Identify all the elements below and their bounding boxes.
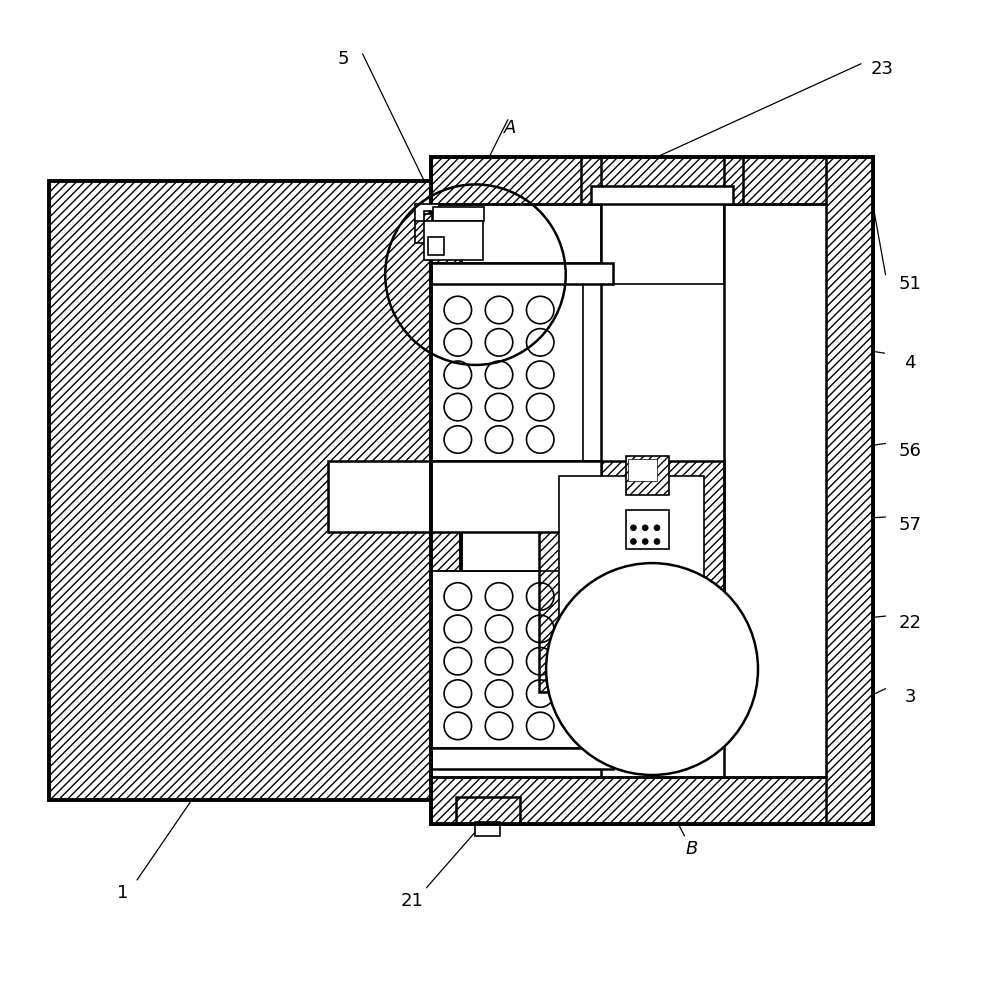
Text: 22: 22 xyxy=(899,614,922,632)
Circle shape xyxy=(546,563,758,775)
Circle shape xyxy=(654,539,660,544)
Polygon shape xyxy=(49,181,461,800)
Bar xyxy=(431,284,583,461)
Bar xyxy=(328,461,601,532)
Text: 21: 21 xyxy=(400,892,423,909)
Circle shape xyxy=(642,525,648,531)
Bar xyxy=(626,456,669,495)
Text: A: A xyxy=(504,119,516,136)
Bar xyxy=(826,157,873,824)
Bar xyxy=(431,263,613,284)
Text: 57: 57 xyxy=(899,516,922,534)
Circle shape xyxy=(654,525,660,531)
Bar xyxy=(539,461,724,692)
Polygon shape xyxy=(415,204,439,221)
Circle shape xyxy=(642,539,648,544)
Text: 51: 51 xyxy=(899,276,921,293)
Text: 23: 23 xyxy=(871,60,894,77)
Bar xyxy=(601,204,724,284)
Bar xyxy=(428,237,444,255)
Circle shape xyxy=(630,525,636,531)
Text: 1: 1 xyxy=(117,884,128,902)
Bar xyxy=(431,157,873,204)
Bar xyxy=(591,186,733,204)
Circle shape xyxy=(630,539,636,544)
Bar xyxy=(424,221,483,260)
Bar xyxy=(415,214,432,243)
Text: 5: 5 xyxy=(337,50,349,68)
Bar xyxy=(475,822,500,836)
Text: 3: 3 xyxy=(904,688,916,705)
Bar xyxy=(456,797,520,824)
Text: 56: 56 xyxy=(899,442,921,460)
Bar xyxy=(431,571,583,748)
Bar xyxy=(433,207,484,221)
Bar xyxy=(626,510,669,549)
Bar xyxy=(431,204,826,777)
Bar xyxy=(431,777,873,824)
Bar xyxy=(581,157,743,204)
Bar xyxy=(431,748,613,769)
Text: 4: 4 xyxy=(904,354,916,372)
Bar xyxy=(559,476,704,667)
Bar xyxy=(628,459,657,481)
Text: B: B xyxy=(685,840,697,857)
